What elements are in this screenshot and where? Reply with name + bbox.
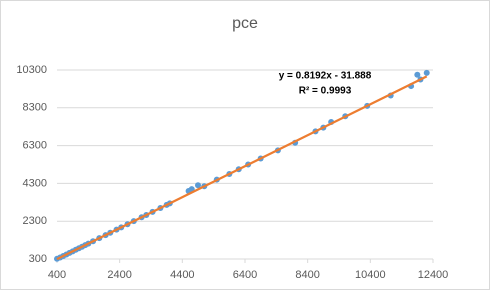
x-tick-label: 12400 (418, 269, 449, 281)
trendline-equation: y = 0.8192x - 31.888 (279, 71, 372, 82)
y-tick-label: 300 (29, 253, 47, 265)
point (414, 71, 421, 78)
y-tick-label: 10300 (16, 64, 47, 76)
x-tick-label: 6400 (233, 269, 257, 281)
x-tick-label: 4400 (170, 269, 194, 281)
x-tick-label: 8400 (295, 269, 319, 281)
point (195, 182, 201, 189)
point (423, 69, 430, 76)
y-tick-label: 4300 (23, 177, 47, 189)
y-tick-label: 6300 (23, 140, 47, 152)
trendline-r-squared: R² = 0.9993 (299, 86, 352, 97)
x-tick-label: 400 (48, 269, 66, 281)
trendline (56, 75, 428, 261)
chart-title: pce (232, 15, 258, 32)
x-tick-label: 10400 (355, 269, 386, 281)
y-tick-label: 2300 (23, 215, 47, 227)
x-tick-label: 2400 (107, 269, 131, 281)
y-tick-label: 8300 (23, 102, 47, 114)
